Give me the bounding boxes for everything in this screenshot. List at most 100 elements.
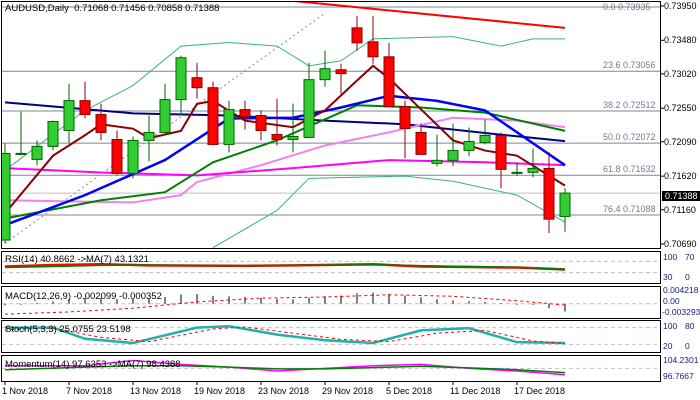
macd-histogram-bar: [388, 293, 390, 304]
candle-bearish: [399, 106, 411, 130]
y-axis-label: 0.71160: [664, 204, 696, 215]
candle-bearish: [271, 134, 283, 140]
momentum-label: Momentum(14) 97.6353 ->MA(7) 98.4388: [5, 359, 181, 370]
fib-label: 61.8 0.71632: [603, 164, 656, 175]
candle-bearish: [351, 27, 363, 44]
macd-histogram-bar: [404, 295, 406, 304]
candle-bearish: [95, 114, 107, 133]
candle-bullish: [15, 152, 27, 155]
x-axis-label: 5 Dec 2018: [386, 386, 433, 396]
fib-label: 50.0 0.72072: [603, 132, 656, 143]
indicator-axis-label: 80: [685, 321, 695, 331]
stoch-panel-frame: [1, 320, 661, 353]
candle-bullish: [47, 121, 59, 147]
candle-bearish: [335, 69, 347, 75]
stoch-k-line: [5, 324, 566, 345]
macd-histogram-bar: [68, 299, 70, 304]
macd-histogram-bar: [36, 302, 38, 304]
chart-header: AUDUSD,Daily 0.71068 0.71456 0.70858 0.7…: [5, 3, 219, 14]
candle-bearish: [367, 41, 379, 58]
candle-bullish: [463, 140, 475, 151]
macd-histogram-bar: [292, 299, 294, 304]
ma-red-line: [294, 2, 566, 29]
macd-histogram-bar: [276, 298, 278, 304]
macd-histogram-bar: [148, 298, 150, 304]
candle-bullish: [223, 109, 235, 145]
candle-bullish: [175, 57, 187, 101]
current-price-tag: 0.71388: [662, 191, 700, 201]
macd-histogram-bar: [340, 295, 342, 304]
macd-histogram-bar: [196, 294, 198, 304]
momentum-ma-line: [4, 364, 566, 374]
main-price-panel: [1, 1, 664, 249]
macd-histogram-bar: [260, 297, 262, 304]
indicator-axis-label: 0.00: [663, 296, 680, 306]
indicator-axis-label: -0.003293: [662, 307, 700, 317]
macd-histogram-bar: [52, 301, 54, 304]
indicator-axis-label: 0: [685, 341, 690, 351]
candle-bearish: [79, 100, 91, 116]
candle-bullish: [143, 131, 155, 141]
macd-histogram-bar: [20, 303, 22, 305]
macd-histogram-bar: [100, 297, 102, 304]
candle-bullish: [511, 171, 523, 174]
macd-histogram-bar: [420, 297, 422, 304]
candle-bullish: [127, 139, 139, 174]
y-axis-label: 0.72550: [664, 103, 697, 114]
candle-bullish: [431, 159, 443, 164]
x-axis-label: 29 Nov 2018: [322, 386, 374, 396]
macd-histogram-bar: [84, 297, 86, 304]
fib-label: 0.0 0.73935: [603, 2, 651, 12]
macd-histogram-bar: [132, 298, 134, 304]
candle-bearish: [543, 167, 555, 220]
indicator-axis-label: 0.004218: [663, 285, 699, 295]
candle-bullish: [31, 145, 43, 160]
macd-panel: [1, 286, 661, 319]
candle-bullish: [63, 100, 75, 131]
y-axis-label: 0.73020: [664, 68, 697, 79]
macd-label: MACD(12,26,9) -0.002099 -0.000352: [5, 291, 162, 302]
candle-bearish: [415, 131, 427, 155]
stoch-label: Stoch(5,3,3) 25.0755 23.5198: [5, 324, 131, 335]
macd-histogram-bar: [244, 297, 246, 304]
candle-bearish: [111, 138, 123, 174]
macd-histogram-bar: [356, 293, 358, 304]
macd-histogram-bar: [180, 294, 182, 304]
candle-bullish: [559, 192, 571, 217]
fib-label: 76.4 0.71088: [603, 203, 656, 214]
macd-histogram-bar: [324, 296, 326, 304]
candle-bullish: [527, 167, 539, 173]
candle-bullish: [447, 149, 459, 161]
ohlc-values: 0.71068 0.71456 0.70858 0.71388: [74, 3, 220, 14]
stoch-d-line: [4, 326, 566, 345]
ma-magenta-line: [4, 159, 566, 177]
x-axis-label: 19 Nov 2018: [194, 386, 246, 396]
macd-histogram-bar: [516, 303, 518, 305]
macd-signal-line: [4, 294, 566, 315]
macd-histogram-bar: [484, 301, 486, 304]
x-axis-label: 1 Nov 2018: [2, 386, 49, 396]
macd-histogram-bar: [308, 297, 310, 304]
indicator-axis-label: 100: [663, 252, 678, 262]
macd-histogram-bar: [468, 301, 470, 304]
macd-histogram-bar: [116, 299, 118, 304]
rsi-panel: [1, 251, 661, 284]
macd-histogram-bar: [532, 303, 534, 305]
bollinger-lower-line: [212, 175, 566, 248]
x-axis-label: 11 Dec 2018: [450, 386, 501, 396]
macd-histogram-bar: [212, 295, 214, 304]
y-axis-label: 0.73480: [664, 35, 697, 46]
y-axis-label: 0.72090: [664, 136, 697, 147]
rsi-ma-line: [4, 264, 566, 270]
indicator-axis-label: 104.2301: [663, 355, 699, 365]
indicator-axis-label: 70: [685, 252, 695, 262]
macd-histogram-bar: [564, 303, 566, 312]
macd-histogram-bar: [164, 297, 166, 304]
macd-histogram-bar: [548, 303, 550, 309]
stoch-panel: [1, 320, 661, 353]
candle-bearish: [191, 77, 203, 89]
candle-bullish: [319, 68, 331, 81]
candle-bullish: [2, 152, 11, 241]
candle-bullish: [303, 79, 315, 138]
